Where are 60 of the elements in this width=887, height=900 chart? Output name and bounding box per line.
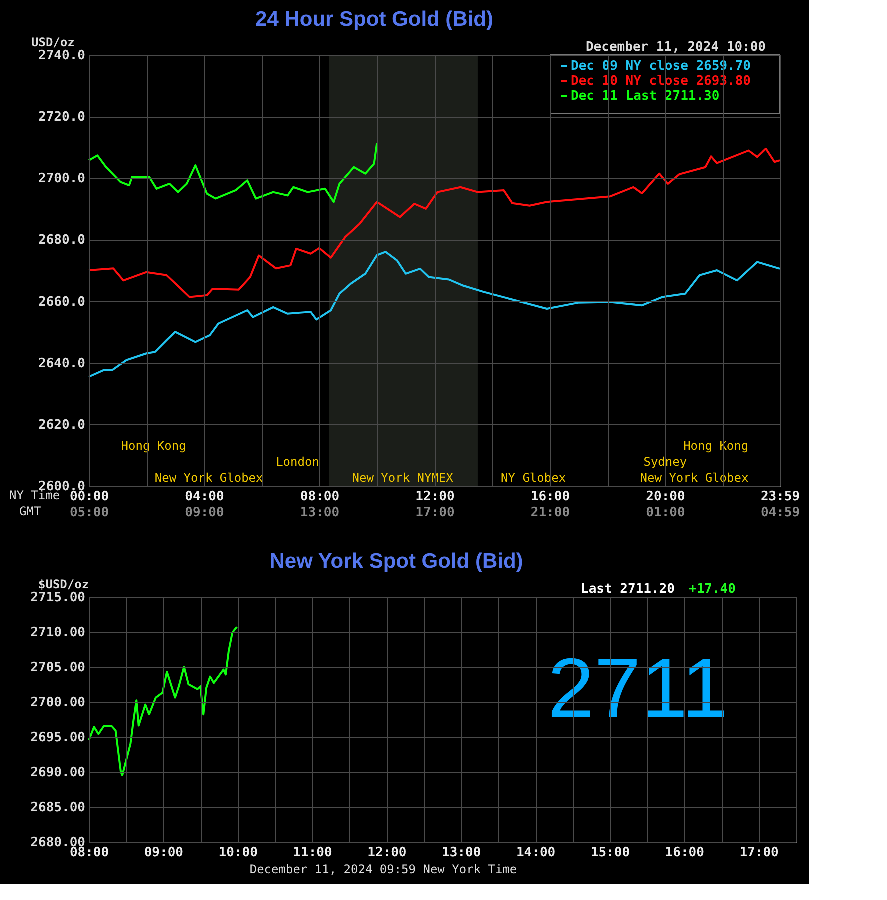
x-tick-label: 17:00 [740,846,780,860]
y-axis-title: $USD/oz [38,578,90,592]
x-tick-label: 16:00 [665,846,705,860]
annotation: 2711 [548,641,728,735]
annotation: New York NYMEX [352,471,454,485]
annotation: Hong Kong [121,439,186,453]
y-tick-label: 2720.0 [38,110,86,126]
y-tick-label: 2700.00 [30,696,86,710]
y-tick-label: 2695.00 [30,730,86,746]
text: December 11, 2024 10:00 [586,40,766,55]
text: +17.40 [689,582,736,597]
y-tick-label: 2660.0 [38,294,86,310]
line-series [88,626,238,776]
x-tick-label: 15:00 [590,846,630,860]
x-tick-label: 04:00 [185,490,224,504]
x-tick-label: 09:00 [144,846,184,860]
x-tick-label: 12:00 [416,490,455,504]
y-tick-label: 2690.00 [30,766,86,780]
y-tick-label: 2640.0 [38,356,86,372]
y-tick-label: 2700.0 [38,172,86,187]
annotation: London [276,455,320,469]
annotation: NY Globex [501,471,566,485]
x-tick-label: 08:00 [300,490,340,504]
y-tick-label: 2740.0 [38,48,86,64]
line-series [88,251,781,378]
x2-tick-label: 17:00 [416,506,455,520]
legend-label: Dec 10 NY close 2693.80 [571,74,752,89]
annotation: New York Globex [640,471,749,485]
x-tick-label: 13:00 [442,846,482,860]
x-tick-label: 14:00 [516,846,556,860]
y-tick-label: 2705.00 [30,660,86,676]
x-tick-label: 23:59 [760,490,800,504]
x-tick-label: 12:00 [368,846,407,860]
x-tick-label: 10:00 [218,846,258,860]
chart-title: New York Spot Gold (Bid) [270,550,524,573]
y-axis-title: USD/oz [32,36,75,50]
x2-axis-title: GMT [20,504,42,518]
chart-title: 24 Hour Spot Gold (Bid) [256,8,494,31]
line-series [88,142,378,204]
annotation: Hong Kong [684,439,749,453]
x-axis-title: December 11, 2024 09:59 New York Time [250,862,518,876]
x-tick-label: 20:00 [646,490,686,504]
y-tick-label: 2620.0 [38,418,86,433]
x-tick-label: 16:00 [530,490,570,504]
x2-tick-label: 13:00 [300,506,340,520]
x-tick-label: 11:00 [293,846,332,860]
x2-tick-label: 04:59 [760,506,800,520]
y-tick-label: 2685.00 [30,800,86,816]
x2-tick-label: 09:00 [185,506,224,520]
x2-tick-label: 21:00 [530,506,570,520]
y-tick-label: 2715.00 [30,590,86,606]
x2-tick-label: 01:00 [646,506,686,520]
y-tick-label: 2680.0 [38,233,86,248]
y-tick-label: 2710.00 [30,626,86,640]
line-series [88,148,781,298]
x2-tick-label: 05:00 [70,506,110,520]
text: Last 2711.20 [581,582,676,597]
annotation: Sydney [644,455,688,469]
annotation: New York Globex [154,471,264,485]
legend-label: Dec 11 Last 2711.30 [571,89,720,104]
